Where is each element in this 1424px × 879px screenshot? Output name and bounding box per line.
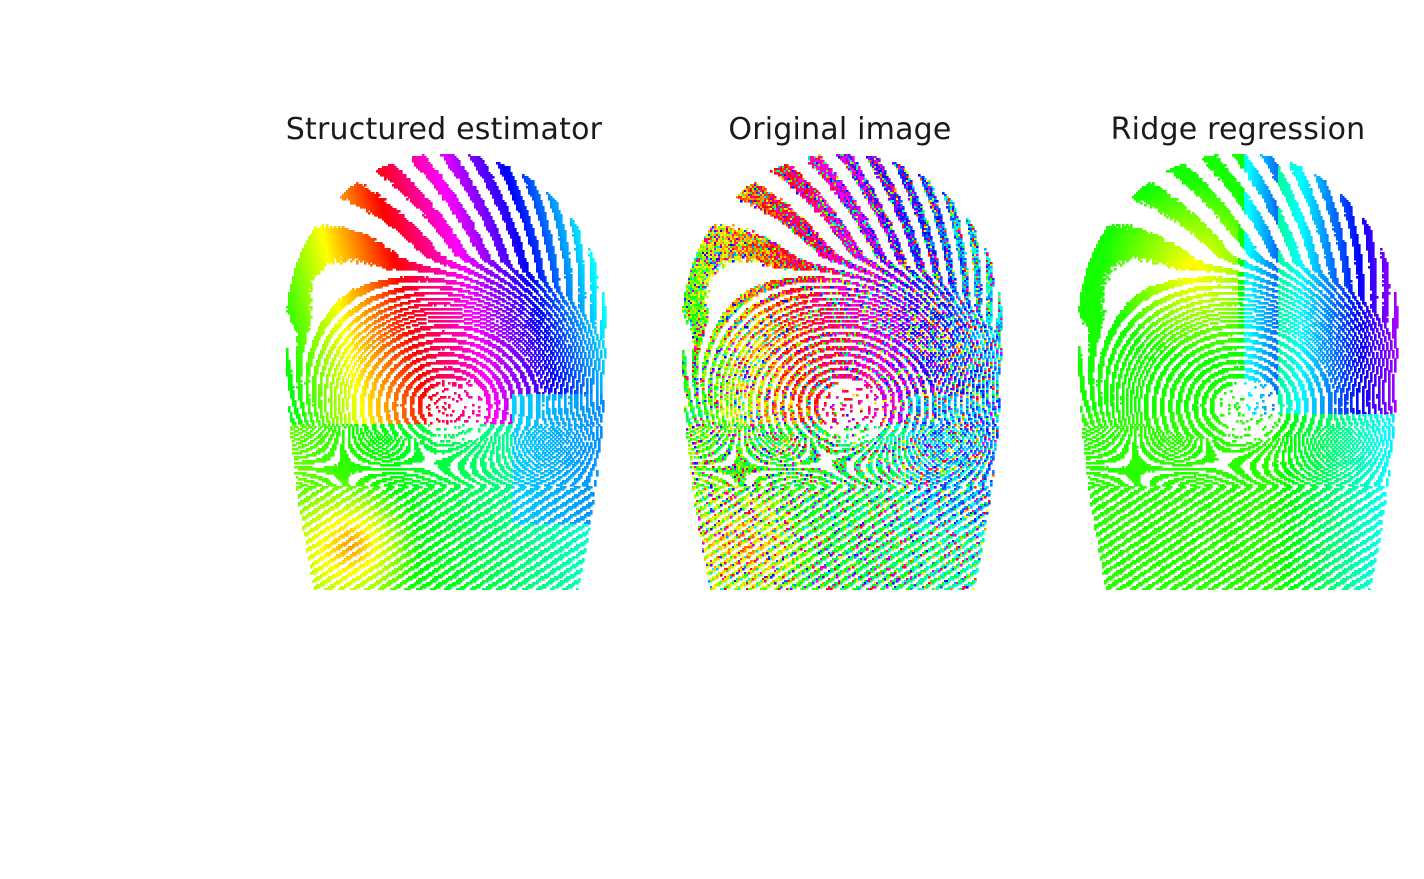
panel-title-structured-estimator: Structured estimator	[286, 112, 602, 147]
fingerprint-image-original	[682, 154, 1003, 590]
fingerprint-image-ridge-regression	[1078, 154, 1399, 590]
panel-title-original-image: Original image	[728, 112, 951, 147]
fingerprint-image-structured-estimator	[286, 154, 607, 590]
panel-title-ridge-regression: Ridge regression	[1111, 112, 1366, 147]
